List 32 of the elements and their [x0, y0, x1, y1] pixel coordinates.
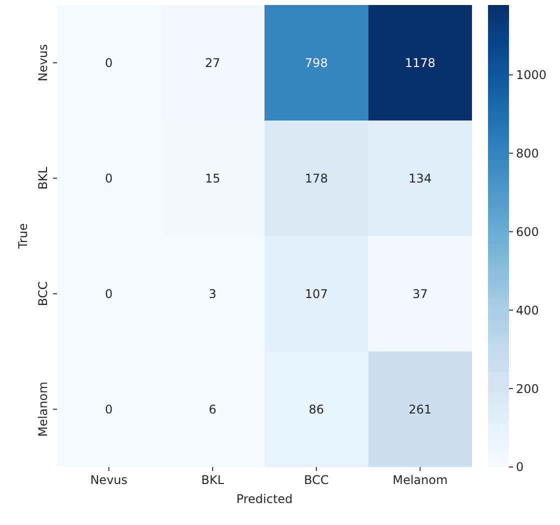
color-bar-label: 1000: [516, 68, 547, 82]
color-bar-label: 400: [516, 303, 539, 318]
x-tick-label: Nevus: [90, 473, 128, 487]
data-label: 3: [208, 286, 216, 301]
data-label: 86: [308, 402, 324, 416]
data-label: 0: [105, 402, 113, 416]
data-label: 1178: [404, 56, 436, 70]
color-bar-label: 0: [516, 460, 524, 474]
data-label: 0: [105, 56, 113, 70]
color-bar-label: 200: [516, 382, 539, 396]
data-label: 178: [304, 171, 328, 186]
y-tick-label: Melanom: [36, 382, 50, 437]
data-label: 0: [105, 286, 113, 301]
data-label: 15: [204, 171, 220, 186]
y-axis-title: True: [16, 223, 30, 250]
data-label: 37: [412, 286, 428, 301]
data-label: 27: [204, 56, 220, 70]
y-tick-label: BCC: [36, 281, 50, 306]
y-tick-label: Nevus: [36, 44, 50, 82]
color-bar-label: 600: [516, 224, 539, 239]
data-label: 6: [208, 402, 216, 416]
y-tick-label: BKL: [36, 166, 50, 190]
x-tick-label: Melanom: [392, 473, 448, 487]
x-tick-label: BCC: [304, 473, 329, 487]
x-axis-title: Predicted: [236, 492, 293, 506]
x-tick-label: BKL: [201, 473, 224, 487]
data-label: 798: [304, 56, 328, 70]
data-label: 134: [408, 171, 432, 186]
data-label: 261: [408, 402, 432, 416]
data-label: 0: [105, 171, 113, 186]
data-label: 107: [304, 286, 328, 301]
color-bar-label: 800: [516, 146, 539, 160]
